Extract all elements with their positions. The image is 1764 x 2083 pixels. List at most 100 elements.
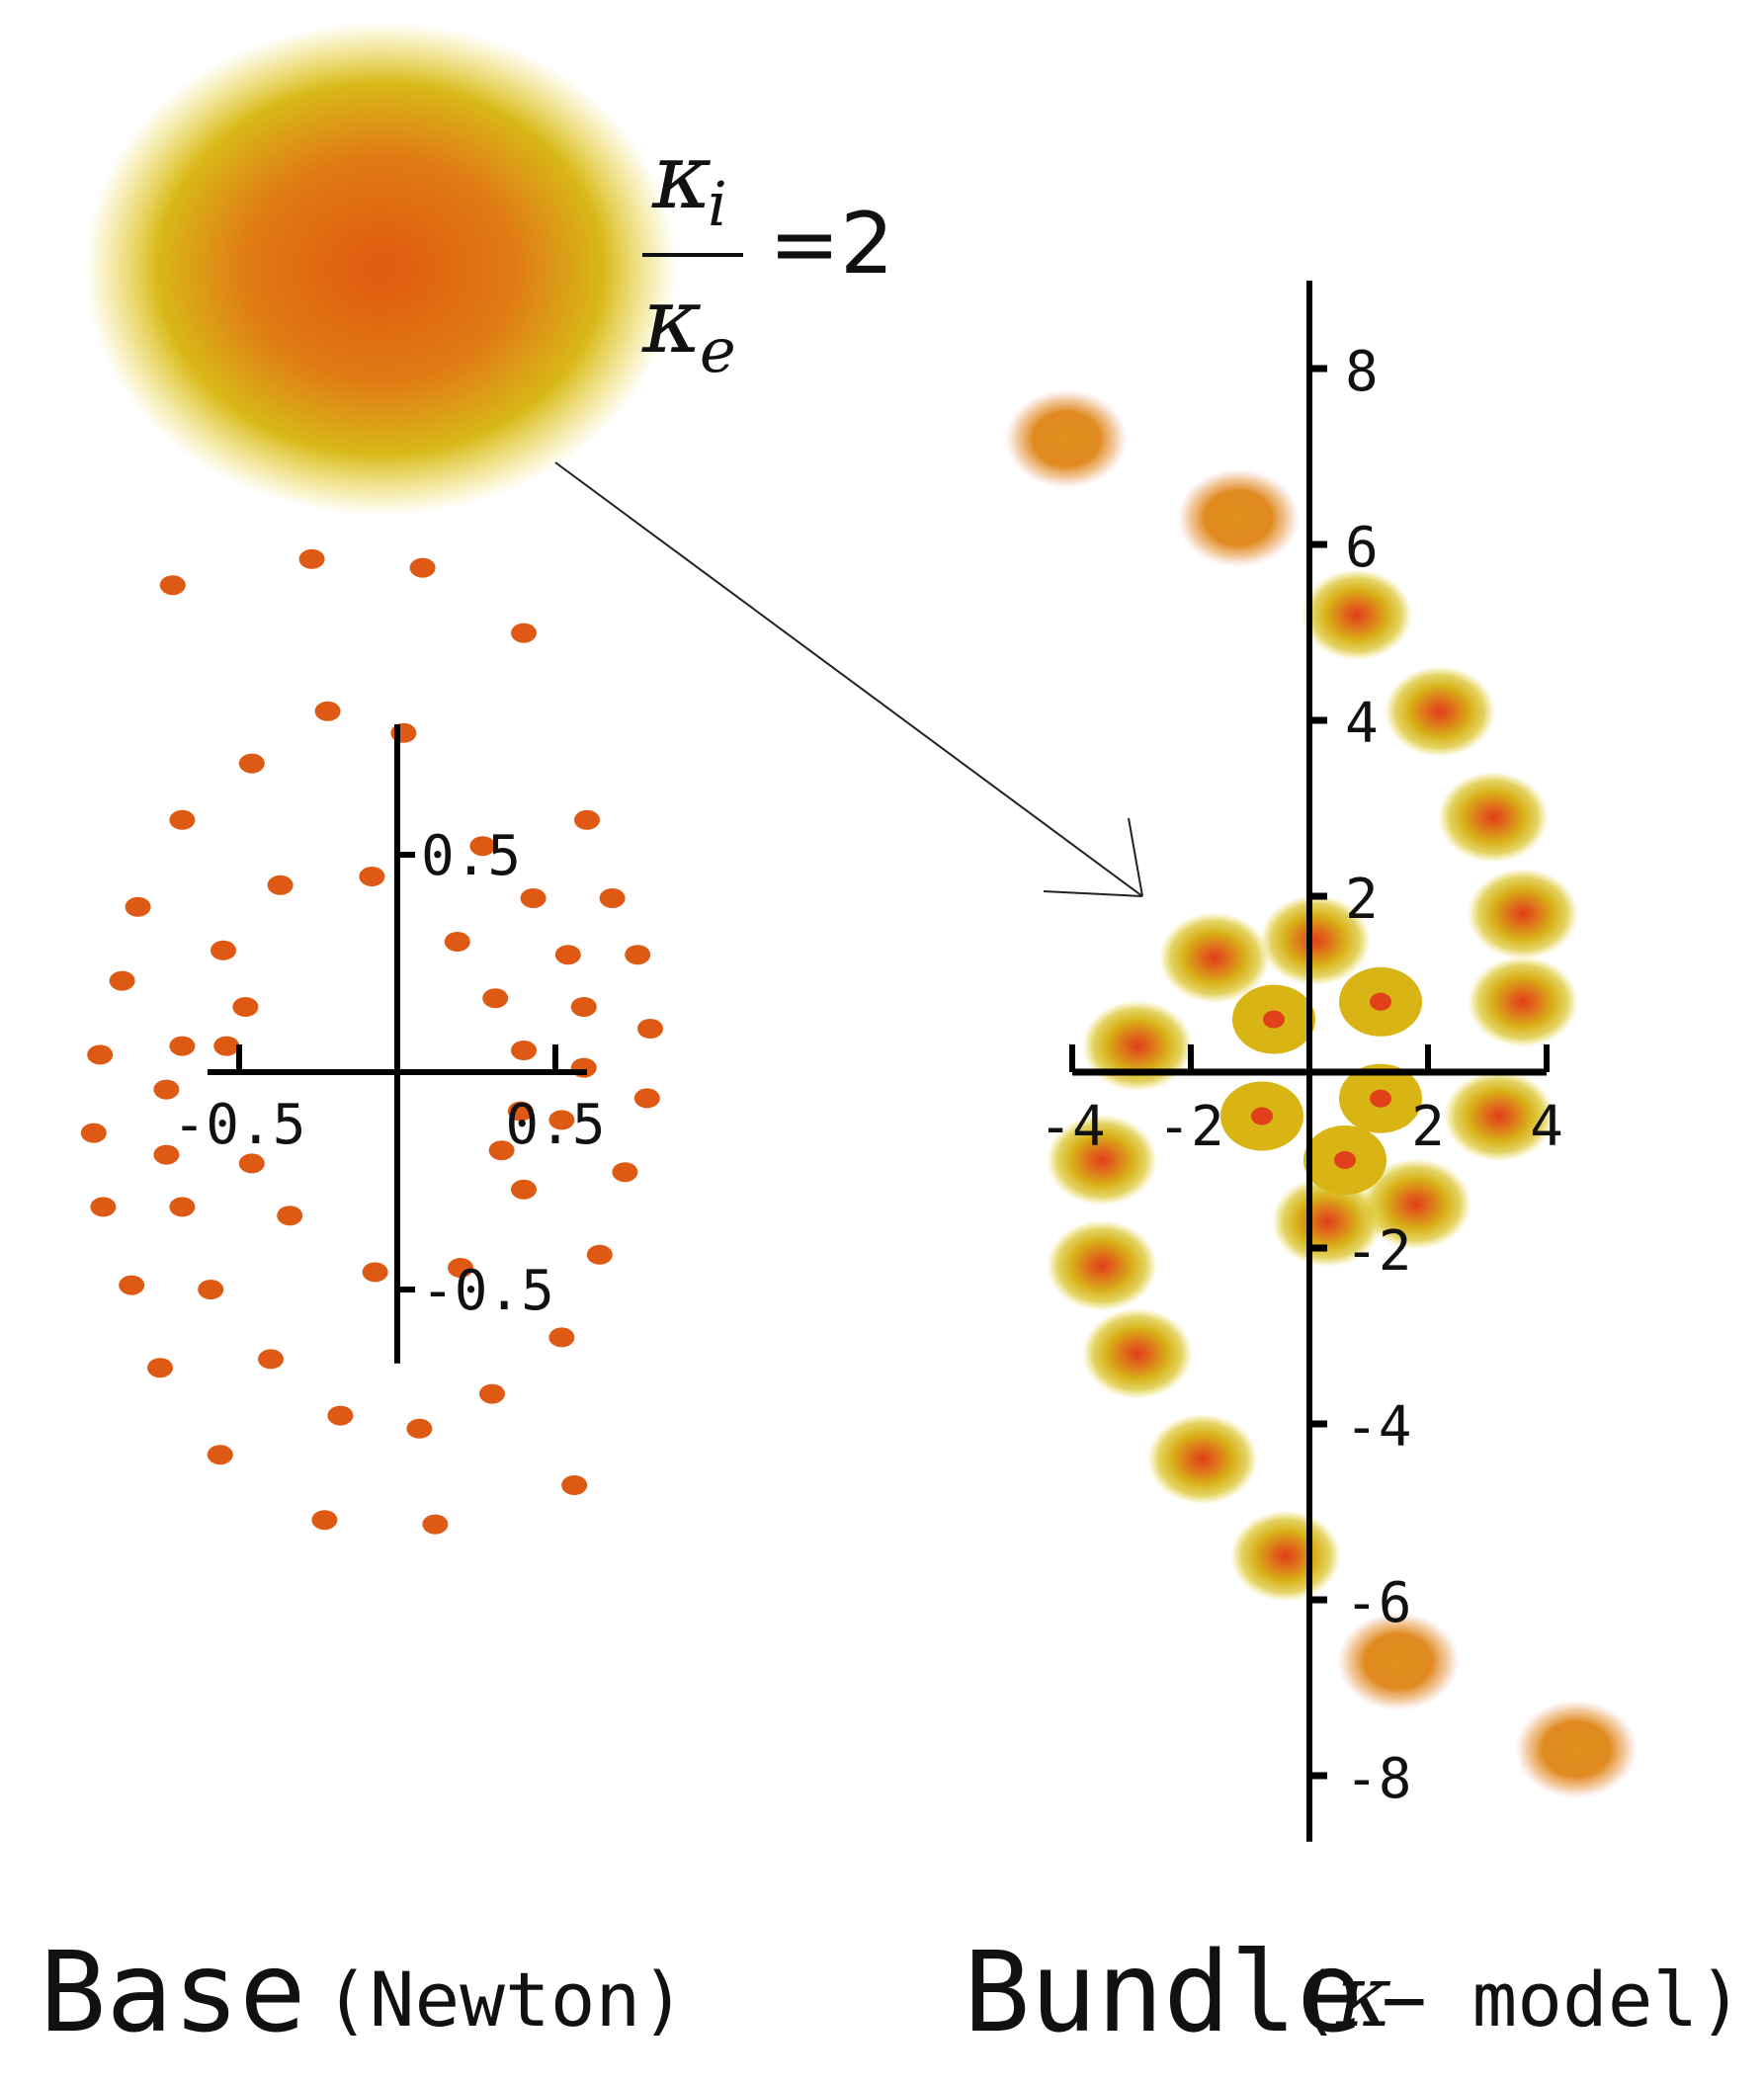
base-point — [153, 1144, 180, 1165]
base-point — [90, 1197, 117, 1217]
bundle-y-tick-label: -4 — [1345, 1395, 1411, 1459]
bundle-caption-open: ( — [1295, 1956, 1340, 2043]
base-ticks: -0.5 0.5 0.5 -0.5 — [173, 824, 606, 1323]
bundle-y-tick-label: -8 — [1345, 1747, 1411, 1811]
base-y-tick-label: 0.5 — [421, 824, 521, 888]
base-point — [548, 1110, 575, 1130]
base-point — [511, 1041, 537, 1060]
base-points — [80, 548, 663, 1535]
bundle-inner-core — [1370, 1089, 1391, 1108]
base-point — [570, 997, 597, 1017]
base-point — [258, 1349, 284, 1370]
bundle-x-tick-label: 2 — [1411, 1095, 1445, 1159]
base-point — [586, 1244, 613, 1265]
base-point — [311, 1510, 338, 1531]
bundle-x-tick-label: 4 — [1530, 1095, 1563, 1159]
bundle-outer-blob — [1177, 468, 1300, 568]
numerator-kappa: κ — [651, 124, 712, 229]
bundle-blob — [1361, 1158, 1471, 1250]
base-caption-main: Base — [40, 1929, 306, 2057]
base-point — [633, 1088, 660, 1109]
bundle-blob — [1147, 1413, 1258, 1505]
bundle-blob — [1438, 771, 1549, 863]
bundle-blob — [1230, 1510, 1341, 1602]
base-point — [612, 1162, 638, 1183]
bundle-inner-core — [1263, 1010, 1285, 1029]
bundle-y-tick-label: -6 — [1345, 1571, 1411, 1635]
base-point — [444, 932, 470, 952]
bundle-inner-core — [1251, 1107, 1273, 1125]
base-plot: -0.5 0.5 0.5 -0.5 — [80, 548, 663, 1535]
bundle-blob — [1082, 1307, 1193, 1399]
base-point — [637, 1019, 663, 1039]
base-point — [469, 836, 496, 857]
bundle-blob — [1272, 1176, 1383, 1268]
base-point — [198, 1280, 224, 1299]
base-point — [267, 875, 294, 895]
bundle-blob — [1260, 894, 1371, 986]
bundle-x-tick-label: -2 — [1157, 1095, 1223, 1159]
base-point — [314, 701, 341, 721]
base-point — [125, 896, 151, 917]
base-point — [298, 548, 325, 569]
bundle-y-tick-label: -2 — [1345, 1219, 1411, 1284]
denominator-kappa: κ — [641, 268, 702, 374]
base-caption-paren: (Newton) — [324, 1956, 686, 2043]
bundle-blob — [1047, 1219, 1157, 1311]
base-point — [80, 1123, 107, 1143]
bundle-outer-blob — [1515, 1700, 1638, 1799]
bundle-outer-blob — [1005, 389, 1128, 489]
base-point — [238, 1153, 265, 1174]
base-point — [406, 1418, 433, 1439]
base-point — [277, 1206, 303, 1226]
base-point — [422, 1514, 449, 1535]
base-point — [548, 1327, 575, 1348]
bundle-inner-core — [1370, 992, 1391, 1011]
base-y-tick-label: -0.5 — [421, 1259, 554, 1323]
base-point — [554, 945, 581, 965]
base-point — [625, 945, 651, 965]
bundle-y-tick-label: 6 — [1345, 516, 1379, 580]
bundle-inner-core — [1334, 1151, 1356, 1169]
base-point — [507, 1101, 534, 1122]
reference-blob — [84, 22, 677, 516]
base-point — [210, 940, 236, 960]
bundle-caption: Bundle ( κ − model) — [964, 1929, 1743, 2057]
base-point — [119, 1275, 145, 1295]
base-point — [479, 1383, 505, 1404]
base-point — [511, 1179, 537, 1200]
base-point — [359, 867, 385, 886]
bundle-caption-kappa: κ — [1335, 1948, 1391, 2046]
denominator-subscript: e — [700, 314, 736, 386]
base-x-tick-label: -0.5 — [173, 1093, 306, 1157]
numerator-subscript: i — [708, 168, 727, 240]
bundle-outer-blob — [1337, 1612, 1460, 1711]
base-point — [213, 1036, 240, 1056]
base-point — [488, 1140, 515, 1161]
base-point — [574, 809, 600, 830]
base-point — [87, 1044, 114, 1065]
base-point — [362, 1262, 388, 1283]
bundle-blob — [1159, 912, 1270, 1004]
bundle-y-tick-label: 4 — [1345, 692, 1379, 756]
bundle-caption-tail: − model) — [1382, 1956, 1743, 2043]
bundle-y-tick-label: 2 — [1345, 868, 1379, 932]
bundle-y-tick-label: 8 — [1345, 340, 1379, 404]
bundle-caption-main: Bundle — [964, 1929, 1364, 2057]
bundle-blob — [1468, 956, 1578, 1047]
base-point — [238, 753, 265, 774]
base-point — [520, 888, 546, 908]
base-caption: Base (Newton) — [40, 1929, 686, 2057]
bundle-blob — [1385, 666, 1495, 758]
base-point — [561, 1475, 588, 1495]
base-point — [448, 1258, 473, 1278]
base-point — [327, 1405, 354, 1426]
base-point — [511, 623, 537, 643]
base-point — [207, 1445, 233, 1465]
ratio-formula: κ i κ e =2 — [641, 124, 894, 386]
ratio-value: =2 — [769, 195, 894, 293]
base-point — [232, 997, 259, 1017]
